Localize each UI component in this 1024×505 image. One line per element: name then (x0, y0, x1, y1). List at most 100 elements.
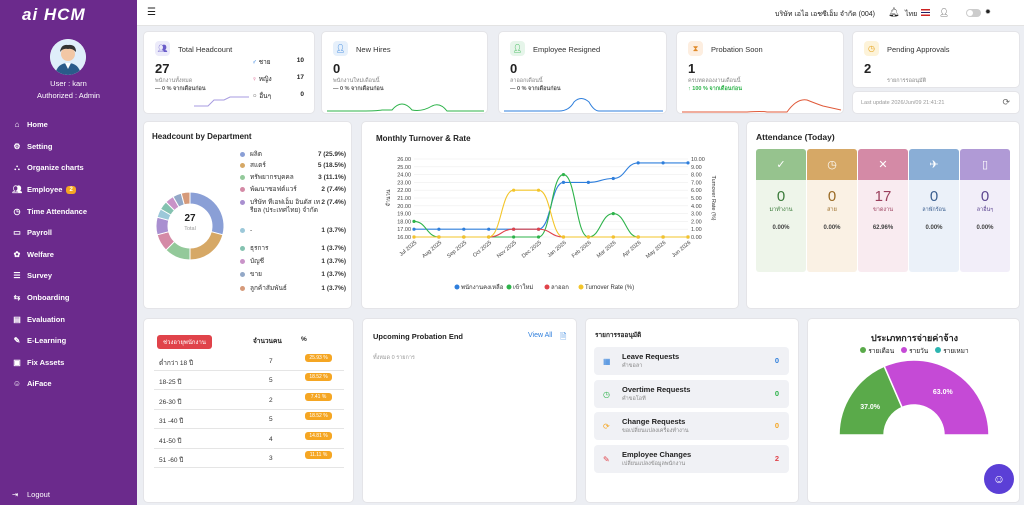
sidebar-item-time-attendance[interactable]: ◷ Time Attendance (12, 200, 88, 222)
approval-title: Employee Changes (622, 449, 692, 459)
legend-dot (240, 246, 245, 251)
data-point[interactable] (412, 227, 416, 231)
data-point[interactable] (561, 180, 566, 184)
approval-item[interactable]: ◷ Overtime Requests คำขอโอที 0 (594, 379, 789, 408)
data-point[interactable] (412, 219, 416, 223)
data-point[interactable] (561, 173, 566, 177)
sidebar-item-welfare[interactable]: ✿ Welfare (12, 244, 87, 266)
data-point[interactable] (512, 188, 516, 192)
department-legend-item: ลูกค้าสัมพันธ์ 1 (3.7%) (240, 285, 346, 293)
gauge-slice[interactable] (883, 359, 990, 436)
view-all-link[interactable]: View All (528, 332, 553, 339)
kpi-subtitle: พนักงานใหม่เดือนนี้ (333, 78, 380, 84)
data-point[interactable] (462, 235, 466, 239)
attendance-column[interactable]: ✕ 17 ขาดงาน 62.96% (858, 149, 908, 272)
legend-dot (240, 200, 245, 205)
data-point[interactable] (636, 161, 640, 165)
logout-button[interactable]: ⇥ Logout (12, 490, 50, 499)
sidebar-item-payroll[interactable]: ▭ Payroll (12, 222, 87, 244)
bell-icon[interactable]: 🔔︎ (888, 7, 900, 17)
clock-icon: ◷ (864, 41, 879, 56)
legend-label[interactable]: เข้าใหม่ (513, 283, 533, 291)
data-point[interactable] (611, 176, 615, 181)
data-point[interactable] (536, 188, 541, 192)
sidebar-item-label: AiFace (27, 379, 52, 389)
dark-mode-toggle[interactable] (966, 9, 981, 17)
legend-label[interactable]: พนักงานคงเหลือ (461, 283, 504, 291)
company-name[interactable]: บริษัท เอไอ เอชซีเอ็ม จำกัด (004) (775, 11, 875, 18)
sidebar-item-aiface[interactable]: ☺ AiFace (12, 373, 87, 395)
sidebar-item-onboarding[interactable]: ⇆ Onboarding (12, 287, 87, 309)
attendance-column[interactable]: ✈ 0 ลาพักร้อน 0.00% (909, 149, 959, 272)
sidebar-item-fix-assets[interactable]: ▣ Fix Assets (12, 352, 87, 374)
sidebar-item-home[interactable]: ⌂ Home (12, 114, 87, 136)
last-update-text: Last update 2026/Jun/09 21:41:21 (861, 100, 945, 106)
sidebar-item-label: Payroll (27, 228, 53, 238)
pay-legend-label: รายเหมา (943, 348, 969, 355)
survey-icon: ☰ (13, 271, 21, 281)
data-point[interactable] (686, 161, 690, 165)
gauge-slice[interactable] (838, 365, 904, 436)
legend-label[interactable]: ลาออก (551, 285, 569, 291)
data-point[interactable] (487, 227, 491, 231)
data-point[interactable] (611, 212, 615, 216)
department-count: 5 (18.5%) (317, 162, 346, 169)
kpi-employee-resigned: 👤︎ Employee Resigned 0 ลาออกเดือนนี้ — 0… (498, 31, 667, 114)
x-tick-label: Aug 2025 (421, 240, 443, 260)
department-count: 1 (3.7%) (321, 258, 346, 265)
legend-label[interactable]: Turnover Rate (%) (585, 285, 634, 291)
data-point[interactable] (586, 180, 590, 184)
sidebar-item-e-learning[interactable]: ✎ E-Learning (12, 330, 87, 352)
data-point[interactable] (561, 235, 566, 239)
document-icon[interactable]: 🗎︎ (560, 332, 567, 341)
sidebar-item-survey[interactable]: ☰ Survey (12, 265, 87, 287)
chat-bot-button[interactable]: ☺ (984, 464, 1014, 494)
data-point[interactable] (636, 235, 640, 239)
avatar[interactable] (50, 39, 86, 75)
age-col-pct: % (301, 336, 307, 343)
data-point[interactable] (661, 235, 665, 239)
approval-item[interactable]: ⟳ Change Requests ขอเปลี่ยนแปลงเครื่องทำ… (594, 412, 789, 440)
data-point[interactable] (586, 235, 590, 239)
refresh-icon[interactable]: ⟳ (1002, 97, 1010, 107)
hamburger-menu-icon[interactable]: ☰ (147, 7, 156, 18)
department-name: สแตร์ (250, 162, 266, 169)
user-icon[interactable]: 👤︎ (939, 8, 950, 17)
pay-legend-item[interactable]: รายเหมา (935, 346, 969, 356)
data-point[interactable] (512, 235, 516, 239)
data-point[interactable] (412, 235, 416, 239)
y-tick-label: 16.00 (397, 235, 411, 241)
sidebar-item-organize-charts[interactable]: ⛬ Organize charts (12, 157, 87, 179)
attendance-percent: 0.00% (823, 225, 841, 231)
data-point[interactable] (611, 235, 615, 239)
data-point[interactable] (661, 161, 665, 165)
sidebar-item-label: Employee (27, 185, 63, 195)
sidebar-item-setting[interactable]: ⚙ Setting (12, 136, 87, 158)
data-point[interactable] (686, 235, 690, 239)
attendance-column[interactable]: ▯ 0 ลาอื่นๆ 0.00% (960, 149, 1010, 272)
sidebar-item-evaluation[interactable]: ▤ Evaluation (12, 308, 87, 330)
approval-item[interactable]: ▦ Leave Requests คำขอลา 0 (594, 347, 789, 375)
data-point[interactable] (536, 235, 541, 239)
data-point[interactable] (487, 235, 491, 239)
attendance-title: Attendance (Today) (756, 132, 835, 142)
sidebar-item-employee[interactable]: 👥︎ Employee 2 (12, 179, 87, 201)
data-point[interactable] (437, 235, 441, 239)
plane-icon: ✈ (909, 149, 959, 180)
legend-dot (240, 163, 245, 168)
pay-legend-label: รายวัน (909, 348, 929, 355)
attendance-column[interactable]: ◷ 0 สาย 0.00% (807, 149, 857, 272)
donut-slice[interactable] (189, 231, 224, 261)
x-tick-label: Oct 2025 (472, 240, 493, 259)
donut-slice[interactable] (180, 191, 191, 206)
attendance-column[interactable]: ✓ 0 มาทำงาน 0.00% (756, 149, 806, 272)
data-point[interactable] (512, 227, 516, 231)
data-point[interactable] (462, 227, 466, 231)
approval-item[interactable]: ✎ Employee Changes เปลี่ยนแปลงข้อมูลพนัก… (594, 444, 789, 473)
data-point[interactable] (536, 227, 541, 231)
legend-marker (454, 284, 460, 290)
pay-legend-item[interactable]: รายเดือน (860, 346, 894, 356)
pay-legend-item[interactable]: รายวัน (901, 346, 928, 356)
data-point[interactable] (437, 227, 441, 231)
language-select[interactable]: ไทย (905, 11, 918, 18)
